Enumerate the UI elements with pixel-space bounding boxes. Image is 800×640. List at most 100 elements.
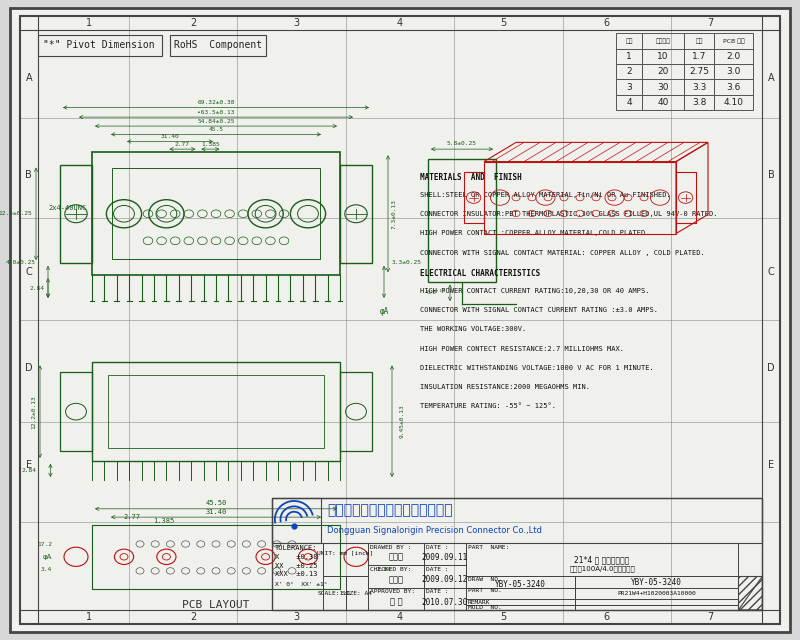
Text: A: A xyxy=(26,74,32,83)
Text: CONNECTOR WITH SIGNAL CONTACT MATERIAL: COPPER ALLOY , COLD PLATED.: CONNECTOR WITH SIGNAL CONTACT MATERIAL: … xyxy=(420,250,705,255)
Bar xyxy=(676,172,696,223)
Bar xyxy=(714,64,753,79)
Text: 3.4: 3.4 xyxy=(41,567,52,572)
Text: 3: 3 xyxy=(294,18,300,28)
Text: 40: 40 xyxy=(658,98,669,107)
Bar xyxy=(112,168,320,259)
Text: DRAW  NO.: DRAW NO. xyxy=(468,577,502,582)
Text: 3.3: 3.3 xyxy=(692,83,706,92)
Text: 30: 30 xyxy=(658,83,669,92)
Bar xyxy=(642,33,684,49)
Bar xyxy=(574,588,738,599)
Text: φA: φA xyxy=(42,554,52,560)
Text: 5.8±0.25: 5.8±0.25 xyxy=(447,141,477,146)
Bar xyxy=(616,79,642,95)
Bar xyxy=(642,95,684,110)
Text: D: D xyxy=(25,364,33,373)
Text: 2: 2 xyxy=(626,67,632,76)
Text: 17.2: 17.2 xyxy=(37,541,52,547)
Text: 6: 6 xyxy=(604,18,610,28)
Text: 3.6: 3.6 xyxy=(726,83,741,92)
Text: D: D xyxy=(767,364,775,373)
Bar xyxy=(428,159,496,282)
Text: 回路: 回路 xyxy=(626,38,633,44)
Bar xyxy=(574,599,738,605)
Text: 31.40: 31.40 xyxy=(161,134,179,139)
Text: 刘 起: 刘 起 xyxy=(390,598,402,607)
Bar xyxy=(684,49,714,64)
Text: C: C xyxy=(26,267,32,276)
Text: 2.84: 2.84 xyxy=(29,285,44,291)
Text: PCB 尺寸: PCB 尺寸 xyxy=(722,38,745,44)
Text: SHELL:STEEL OR COPPER ALLOY MATERIAL,Tin/Ni OR Au FINISHED.: SHELL:STEEL OR COPPER ALLOY MATERIAL,Tin… xyxy=(420,192,670,198)
Text: CONNECTOR WITH SIGNAL CONTACT CURRENT RATING :±3.0 AMPS.: CONNECTOR WITH SIGNAL CONTACT CURRENT RA… xyxy=(420,307,658,313)
Text: 2.75: 2.75 xyxy=(690,67,710,76)
Text: UNIT: mm [inch]: UNIT: mm [inch] xyxy=(318,550,374,556)
Bar xyxy=(92,362,340,461)
Text: φA: φA xyxy=(379,307,389,316)
Bar xyxy=(424,565,466,588)
Text: 3.8: 3.8 xyxy=(692,98,706,107)
Text: B: B xyxy=(26,170,32,180)
Bar xyxy=(616,33,642,49)
Bar xyxy=(714,49,753,64)
Text: 5: 5 xyxy=(500,18,506,28)
Text: 7: 7 xyxy=(707,18,714,28)
Bar xyxy=(60,164,92,263)
Text: THE WORKING VOLTAGE:300V.: THE WORKING VOLTAGE:300V. xyxy=(420,326,526,332)
Text: PART  NO.: PART NO. xyxy=(468,588,502,593)
Text: 69.32±0.38: 69.32±0.38 xyxy=(198,100,234,105)
Bar xyxy=(346,576,368,610)
Text: C: C xyxy=(768,267,774,276)
Bar xyxy=(642,49,684,64)
Text: 6: 6 xyxy=(604,612,610,622)
Text: YBY-05-3240: YBY-05-3240 xyxy=(495,580,546,589)
Text: PART  NAME:: PART NAME: xyxy=(468,545,510,550)
Text: 12.2±0.13: 12.2±0.13 xyxy=(31,395,36,429)
Bar xyxy=(642,79,684,95)
Text: 45.50: 45.50 xyxy=(206,500,226,506)
Text: INSULATION RESISTANCE:2000 MEGAOHMS MIN.: INSULATION RESISTANCE:2000 MEGAOHMS MIN. xyxy=(420,384,590,390)
Text: 4.0±0.25: 4.0±0.25 xyxy=(6,260,36,265)
Text: 0.8⁺¹³: 0.8⁺¹³ xyxy=(426,291,446,295)
Text: 4.10: 4.10 xyxy=(724,98,744,107)
Bar xyxy=(272,498,762,610)
Text: 参考：100A/4.0孔心距系列: 参考：100A/4.0孔心距系列 xyxy=(569,566,635,572)
Text: DATE :: DATE : xyxy=(426,567,449,572)
Text: 2.84: 2.84 xyxy=(376,567,391,572)
Text: APPROVED BY:: APPROVED BY: xyxy=(370,589,415,595)
Bar xyxy=(466,588,574,599)
Text: 2: 2 xyxy=(190,18,196,28)
Bar xyxy=(466,599,574,605)
Bar xyxy=(684,33,714,49)
Bar xyxy=(272,498,321,543)
Text: 4: 4 xyxy=(397,612,403,622)
Text: XXX  ±0.13: XXX ±0.13 xyxy=(275,571,318,577)
Text: Dongguan Signalorigin Precision Connector Co.,Ltd: Dongguan Signalorigin Precision Connecto… xyxy=(327,525,542,534)
Text: 1: 1 xyxy=(86,18,93,28)
Text: DATE :: DATE : xyxy=(426,589,449,595)
Bar xyxy=(714,33,753,49)
Text: 2.77: 2.77 xyxy=(123,515,141,520)
Bar xyxy=(92,152,340,275)
Text: 5: 5 xyxy=(500,612,506,622)
Bar xyxy=(464,172,484,223)
Bar xyxy=(170,35,266,56)
Text: 2.0: 2.0 xyxy=(726,52,741,61)
Text: X    ±0.38: X ±0.38 xyxy=(275,554,318,560)
Text: SCALE:1:1: SCALE:1:1 xyxy=(318,591,351,596)
Text: 54.84±0.25: 54.84±0.25 xyxy=(198,118,234,124)
Bar xyxy=(466,543,738,576)
Text: 4: 4 xyxy=(397,18,403,28)
Bar xyxy=(368,543,424,565)
Text: 45.5: 45.5 xyxy=(209,127,223,132)
Bar xyxy=(38,35,162,56)
Text: ELECTRICAL CHARACTERISTICS: ELECTRICAL CHARACTERISTICS xyxy=(420,269,540,278)
Bar xyxy=(323,576,346,610)
Text: 1.7: 1.7 xyxy=(692,52,706,61)
Text: 7.3±0.13: 7.3±0.13 xyxy=(392,199,397,228)
Text: 杨冬梅: 杨冬梅 xyxy=(388,553,403,562)
Text: "*" Pivot Dimension: "*" Pivot Dimension xyxy=(43,40,155,50)
Text: X' 0°  XX' ±1°: X' 0° XX' ±1° xyxy=(275,582,328,588)
Text: PCB LAYOUT: PCB LAYOUT xyxy=(182,600,250,610)
